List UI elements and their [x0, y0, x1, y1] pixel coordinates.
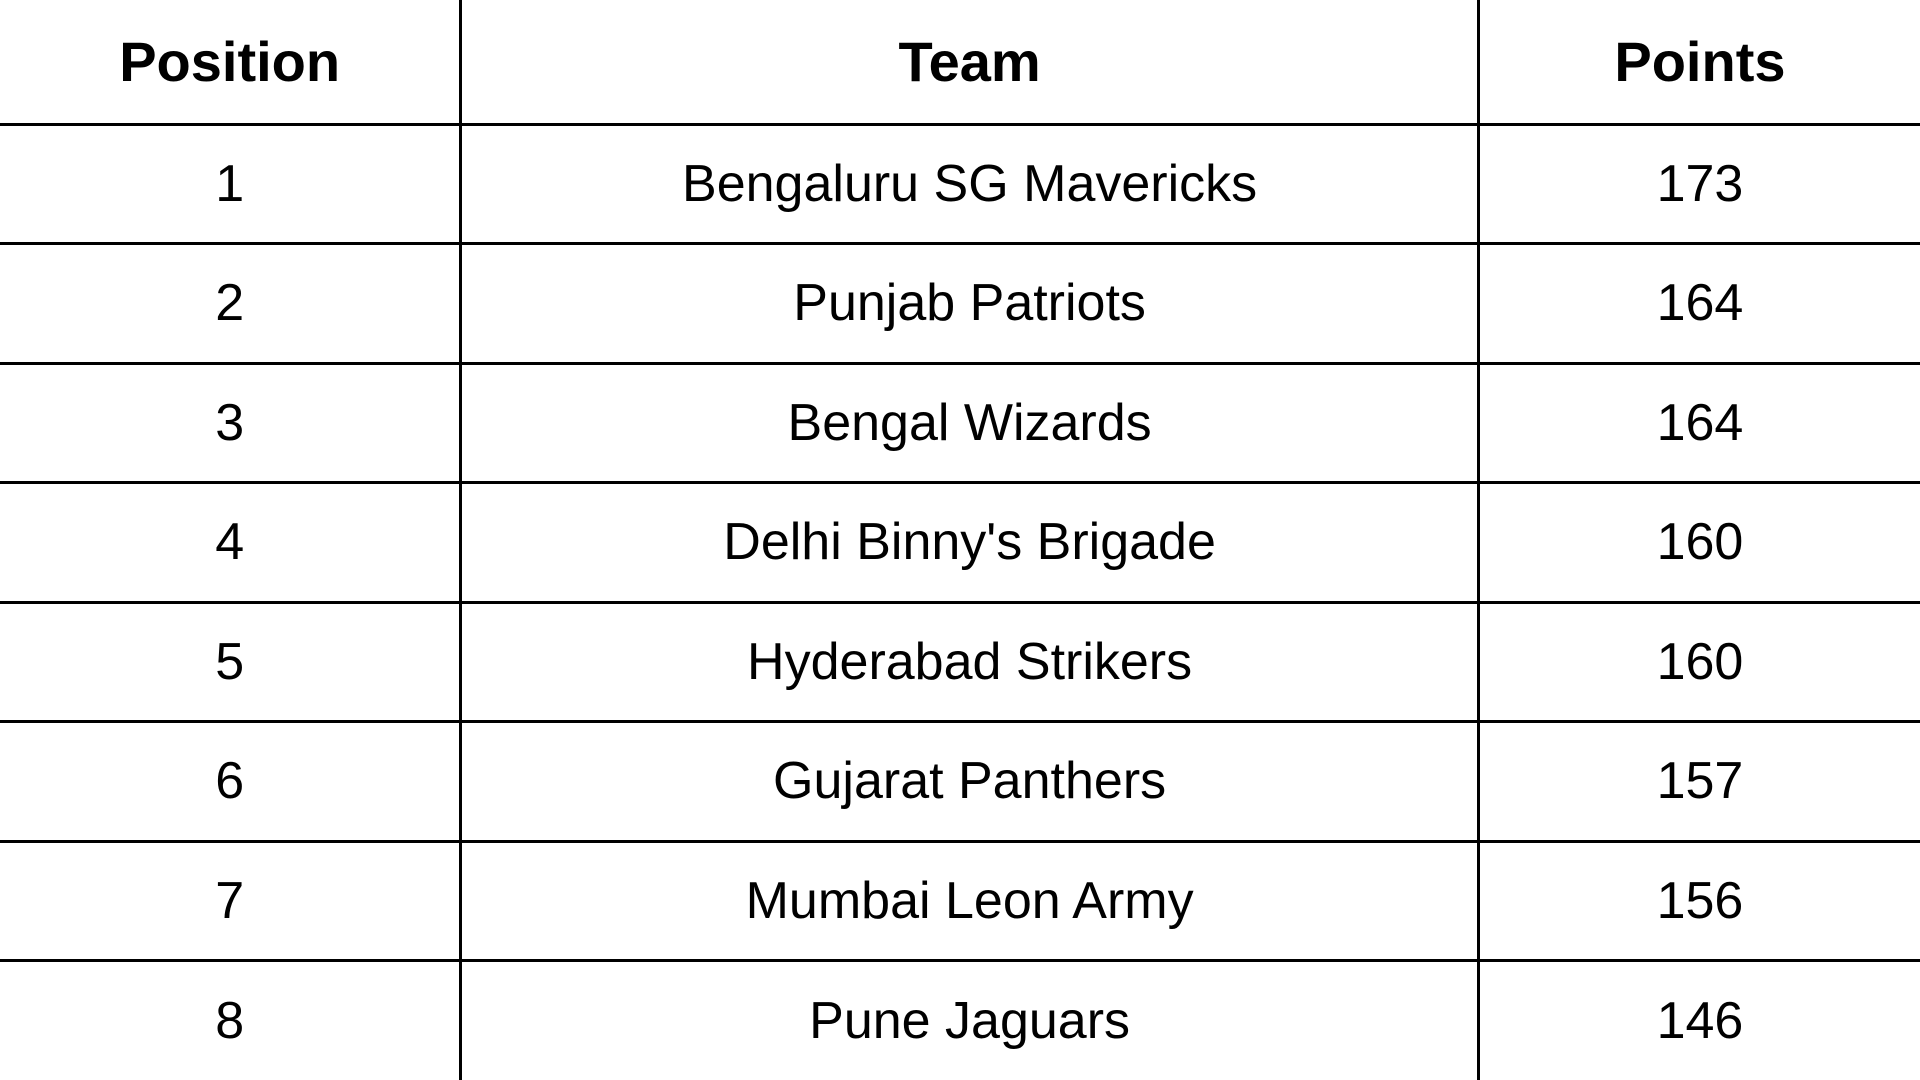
- cell-points: 164: [1478, 244, 1920, 364]
- cell-position: 7: [0, 841, 461, 961]
- cell-position: 1: [0, 124, 461, 244]
- cell-points: 173: [1478, 124, 1920, 244]
- table-row: 2 Punjab Patriots 164: [0, 244, 1920, 364]
- cell-team: Hyderabad Strikers: [461, 602, 1479, 722]
- header-position: Position: [0, 0, 461, 124]
- cell-points: 156: [1478, 841, 1920, 961]
- table-row: 1 Bengaluru SG Mavericks 173: [0, 124, 1920, 244]
- cell-position: 8: [0, 961, 461, 1080]
- cell-team: Delhi Binny's Brigade: [461, 483, 1479, 603]
- cell-team: Punjab Patriots: [461, 244, 1479, 364]
- header-team: Team: [461, 0, 1479, 124]
- cell-team: Bengal Wizards: [461, 363, 1479, 483]
- standings-table: Position Team Points 1 Bengaluru SG Mave…: [0, 0, 1920, 1080]
- cell-team: Bengaluru SG Mavericks: [461, 124, 1479, 244]
- cell-team: Gujarat Panthers: [461, 722, 1479, 842]
- cell-team: Mumbai Leon Army: [461, 841, 1479, 961]
- cell-points: 164: [1478, 363, 1920, 483]
- cell-points: 146: [1478, 961, 1920, 1080]
- table-row: 7 Mumbai Leon Army 156: [0, 841, 1920, 961]
- table-row: 3 Bengal Wizards 164: [0, 363, 1920, 483]
- table-body: 1 Bengaluru SG Mavericks 173 2 Punjab Pa…: [0, 124, 1920, 1080]
- header-row: Position Team Points: [0, 0, 1920, 124]
- table-header: Position Team Points: [0, 0, 1920, 124]
- header-points: Points: [1478, 0, 1920, 124]
- cell-position: 4: [0, 483, 461, 603]
- table-row: 6 Gujarat Panthers 157: [0, 722, 1920, 842]
- cell-position: 6: [0, 722, 461, 842]
- cell-points: 160: [1478, 483, 1920, 603]
- cell-points: 160: [1478, 602, 1920, 722]
- cell-position: 2: [0, 244, 461, 364]
- cell-team: Pune Jaguars: [461, 961, 1479, 1080]
- table-row: 5 Hyderabad Strikers 160: [0, 602, 1920, 722]
- table-row: 4 Delhi Binny's Brigade 160: [0, 483, 1920, 603]
- cell-position: 5: [0, 602, 461, 722]
- standings-table-container: Position Team Points 1 Bengaluru SG Mave…: [0, 0, 1920, 1080]
- cell-points: 157: [1478, 722, 1920, 842]
- cell-position: 3: [0, 363, 461, 483]
- table-row: 8 Pune Jaguars 146: [0, 961, 1920, 1080]
